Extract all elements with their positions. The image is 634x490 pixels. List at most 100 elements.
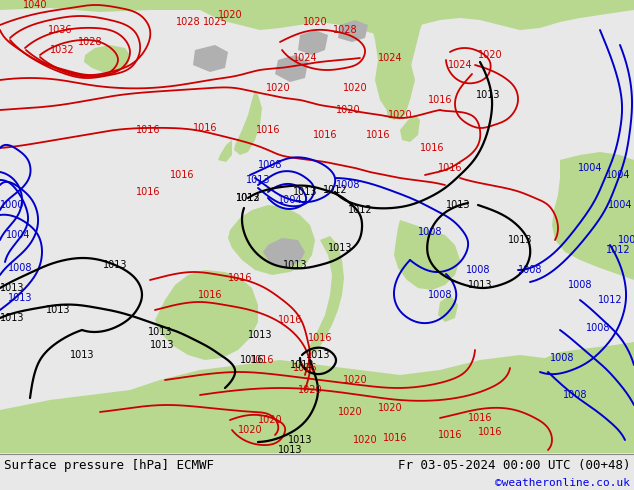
- Text: 1016: 1016: [437, 163, 462, 173]
- Text: 1020: 1020: [343, 375, 367, 385]
- Text: 1012: 1012: [605, 245, 630, 255]
- Text: 1012: 1012: [323, 185, 347, 195]
- Polygon shape: [540, 342, 634, 453]
- Text: 1020: 1020: [477, 50, 502, 60]
- Text: Surface pressure [hPa] ECMWF: Surface pressure [hPa] ECMWF: [4, 460, 214, 472]
- Text: 1008: 1008: [466, 265, 490, 275]
- Polygon shape: [234, 90, 262, 155]
- Text: 1004: 1004: [608, 200, 632, 210]
- Text: 1000: 1000: [0, 200, 24, 210]
- Text: 1016: 1016: [420, 143, 444, 153]
- Polygon shape: [298, 30, 328, 55]
- Text: 1008: 1008: [568, 280, 592, 290]
- Text: 1016: 1016: [383, 433, 407, 443]
- Polygon shape: [218, 140, 232, 162]
- Text: 1008: 1008: [418, 227, 443, 237]
- Text: 1020: 1020: [217, 10, 242, 20]
- Text: ©weatheronline.co.uk: ©weatheronline.co.uk: [495, 478, 630, 489]
- Text: 1020: 1020: [387, 110, 412, 120]
- Text: 1016: 1016: [136, 125, 160, 135]
- Text: 1013: 1013: [103, 260, 127, 270]
- Text: 1013: 1013: [508, 235, 533, 245]
- Text: 1016: 1016: [170, 170, 194, 180]
- Text: 1016: 1016: [198, 290, 223, 300]
- Text: 1016: 1016: [228, 273, 252, 283]
- Text: 1013: 1013: [328, 243, 353, 253]
- Text: 1016: 1016: [256, 125, 280, 135]
- Text: 1004: 1004: [6, 230, 30, 240]
- Text: 1008: 1008: [586, 323, 611, 333]
- Text: 1016: 1016: [293, 363, 317, 373]
- Text: 1024: 1024: [378, 53, 403, 63]
- Text: 1008: 1008: [8, 263, 32, 273]
- Text: 1013: 1013: [278, 445, 302, 455]
- Text: 1013: 1013: [150, 340, 174, 350]
- Text: 1024: 1024: [448, 60, 472, 70]
- Text: 1020: 1020: [266, 83, 290, 93]
- Text: 1008: 1008: [518, 265, 542, 275]
- Text: 1020: 1020: [238, 425, 262, 435]
- Text: 1016: 1016: [468, 413, 492, 423]
- Text: 1016: 1016: [278, 315, 302, 325]
- Text: Fr 03-05-2024 00:00 UTC (00+48): Fr 03-05-2024 00:00 UTC (00+48): [398, 460, 630, 472]
- Text: 1020: 1020: [257, 415, 282, 425]
- Text: 1013: 1013: [446, 200, 470, 210]
- Text: 1028: 1028: [333, 25, 358, 35]
- Text: 1020: 1020: [343, 83, 367, 93]
- Text: 1020: 1020: [353, 435, 377, 445]
- Text: 1004: 1004: [605, 170, 630, 180]
- Text: 1016: 1016: [366, 130, 391, 140]
- Polygon shape: [228, 205, 315, 275]
- Text: 1013: 1013: [8, 293, 32, 303]
- Polygon shape: [308, 236, 344, 355]
- Text: 1024: 1024: [293, 53, 317, 63]
- Text: 1016: 1016: [136, 187, 160, 197]
- Text: 1004: 1004: [278, 195, 302, 205]
- Text: 1028: 1028: [176, 17, 200, 27]
- Text: 1008: 1008: [550, 353, 574, 363]
- Text: 1013: 1013: [468, 280, 492, 290]
- Text: 1013: 1013: [236, 193, 260, 203]
- Text: 1016: 1016: [250, 355, 275, 365]
- Polygon shape: [338, 20, 368, 42]
- Text: 1012: 1012: [347, 205, 372, 215]
- Text: 1013: 1013: [0, 313, 24, 323]
- Text: 1025: 1025: [203, 17, 228, 27]
- Text: 1013: 1013: [290, 360, 314, 370]
- Text: 1020: 1020: [378, 403, 403, 413]
- Polygon shape: [155, 270, 258, 360]
- Polygon shape: [84, 45, 130, 73]
- Text: 1013: 1013: [288, 435, 313, 445]
- Text: 1013: 1013: [306, 350, 330, 360]
- Text: 1012: 1012: [598, 295, 623, 305]
- Text: 1016: 1016: [428, 95, 452, 105]
- Text: 1013: 1013: [293, 187, 317, 197]
- Text: 1004: 1004: [578, 163, 602, 173]
- Text: 1008: 1008: [563, 390, 587, 400]
- Text: 1008: 1008: [336, 180, 360, 190]
- Text: 1040: 1040: [23, 0, 48, 10]
- Text: 1020: 1020: [335, 105, 360, 115]
- Polygon shape: [394, 220, 460, 290]
- Polygon shape: [193, 45, 228, 72]
- Text: 1032: 1032: [49, 45, 74, 55]
- Polygon shape: [374, 0, 425, 120]
- Polygon shape: [552, 152, 634, 280]
- Text: 1013: 1013: [0, 283, 24, 293]
- Text: 1013: 1013: [246, 175, 270, 185]
- Text: 1020: 1020: [298, 385, 322, 395]
- Text: 1013: 1013: [70, 350, 94, 360]
- Text: 1013: 1013: [46, 305, 70, 315]
- Polygon shape: [263, 238, 305, 268]
- Text: 1016: 1016: [240, 355, 264, 365]
- Text: 1028: 1028: [78, 37, 102, 47]
- Text: 1016: 1016: [313, 130, 337, 140]
- Text: 1004: 1004: [618, 235, 634, 245]
- Text: 1013: 1013: [283, 260, 307, 270]
- Text: 1013: 1013: [248, 330, 272, 340]
- Text: 1013: 1013: [148, 327, 172, 337]
- Text: 1012: 1012: [236, 193, 261, 203]
- Text: 1013: 1013: [476, 90, 500, 100]
- Text: 1020: 1020: [302, 17, 327, 27]
- Polygon shape: [275, 55, 308, 82]
